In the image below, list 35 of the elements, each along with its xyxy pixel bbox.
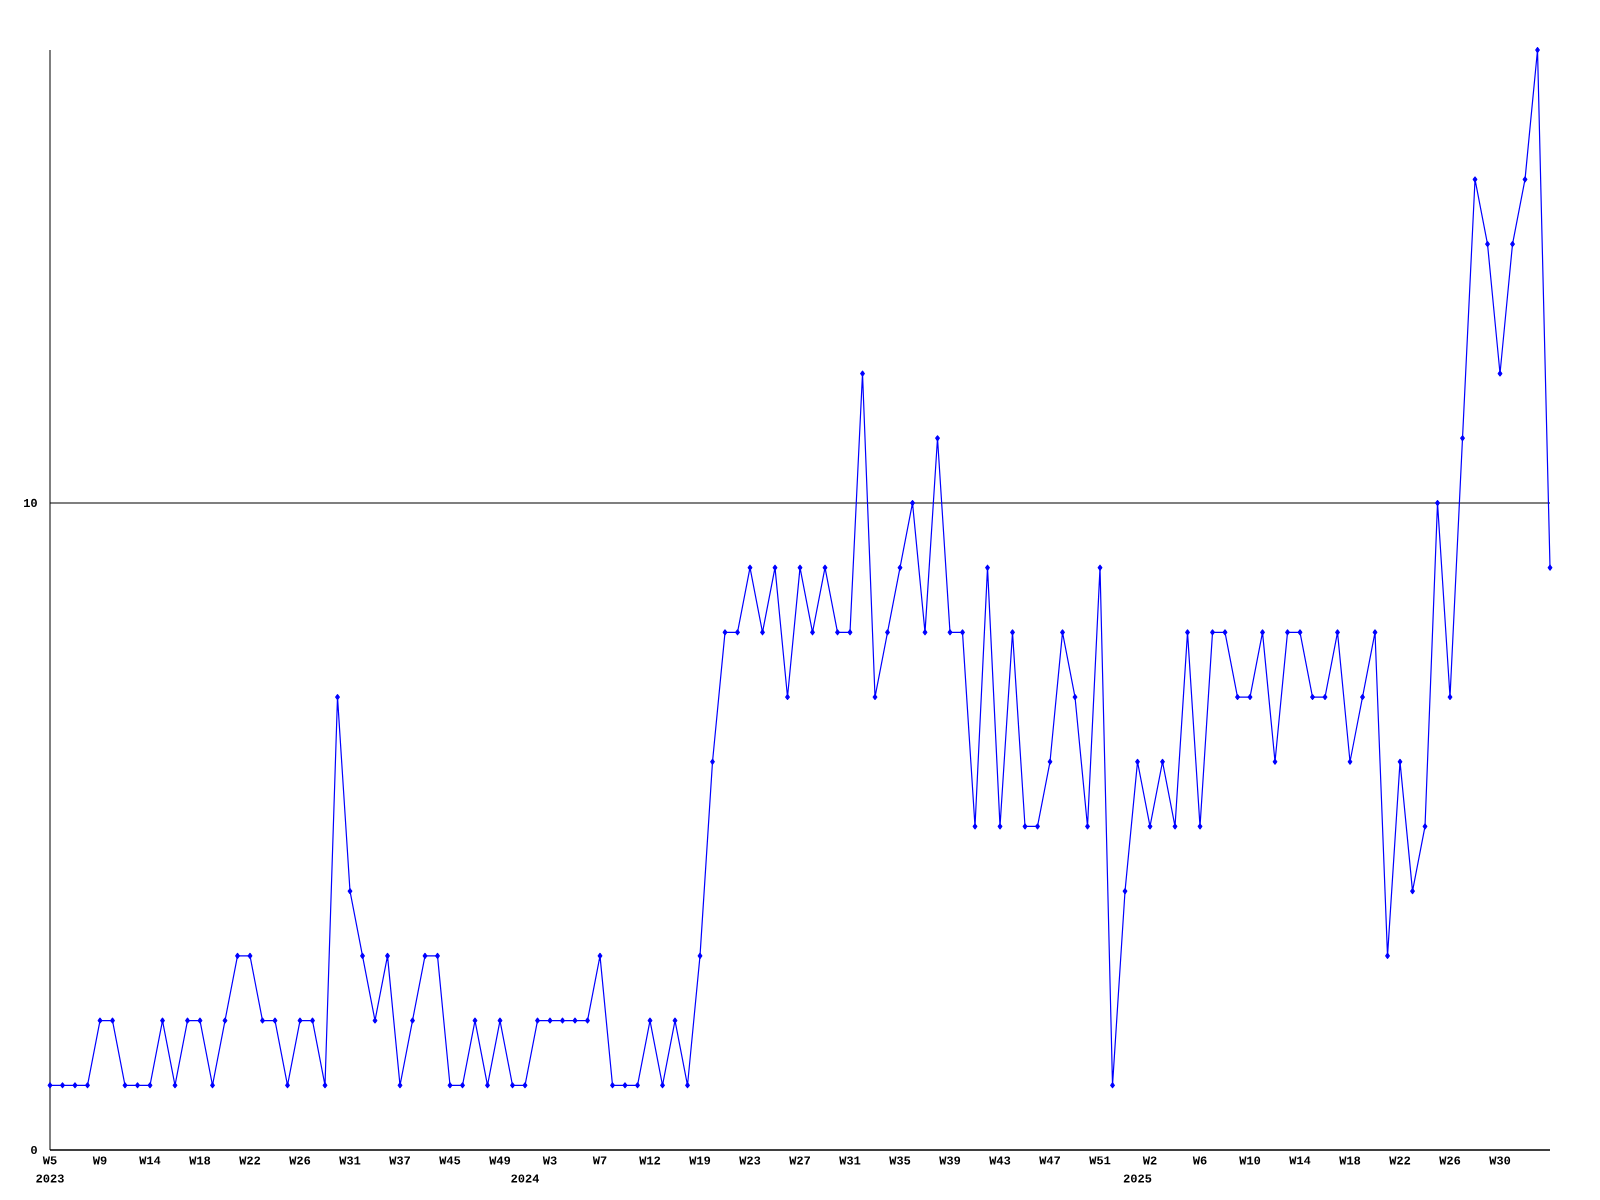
x-tick-label: W26 xyxy=(1439,1156,1461,1165)
x-tick-label: W18 xyxy=(1339,1156,1361,1165)
text: 2024 xyxy=(511,1174,540,1183)
x-tick-label: W2 xyxy=(1142,1156,1157,1165)
x-tick-label: W26 xyxy=(289,1156,311,1165)
x-tick-label: W19 xyxy=(689,1156,711,1165)
x-tick-label: W45 xyxy=(439,1156,461,1165)
x-tick-label: W6 xyxy=(1192,1156,1207,1165)
x-tick-label: W9 xyxy=(92,1156,107,1165)
x-tick-label: W14 xyxy=(1289,1156,1311,1165)
x-tick-label: W49 xyxy=(489,1156,511,1165)
x-tick-label: W31 xyxy=(339,1156,361,1165)
x-tick-label: W31 xyxy=(839,1156,861,1165)
x-tick-label: W22 xyxy=(1389,1156,1411,1165)
x-tick-label: W47 xyxy=(1039,1156,1061,1165)
x-tick-label: W12 xyxy=(639,1156,661,1165)
x-tick-label: W22 xyxy=(239,1156,261,1165)
x-tick-label: W10 xyxy=(1239,1156,1261,1165)
text: 2025 xyxy=(1123,1174,1152,1183)
x-tick-label: W39 xyxy=(939,1156,961,1165)
x-tick-label: W5 xyxy=(42,1156,57,1165)
text: 2023 xyxy=(36,1174,64,1183)
y-tick-label: 10 xyxy=(24,498,37,508)
x-tick-label: W14 xyxy=(139,1156,161,1165)
x-tick-label: W43 xyxy=(989,1156,1011,1165)
x-tick-label: W3 xyxy=(542,1156,557,1165)
x-tick-label: W18 xyxy=(189,1156,211,1165)
y-tick-label: 0 xyxy=(31,1145,37,1155)
x-tick-label: W30 xyxy=(1489,1156,1511,1165)
x-tick-label: W27 xyxy=(789,1156,811,1165)
x-tick-label: W7 xyxy=(592,1156,607,1165)
x-tick-label: W37 xyxy=(389,1156,410,1165)
x-tick-label: W23 xyxy=(739,1156,761,1165)
x-tick-label: W51 xyxy=(1089,1156,1111,1165)
x-tick-label: W35 xyxy=(889,1156,911,1165)
